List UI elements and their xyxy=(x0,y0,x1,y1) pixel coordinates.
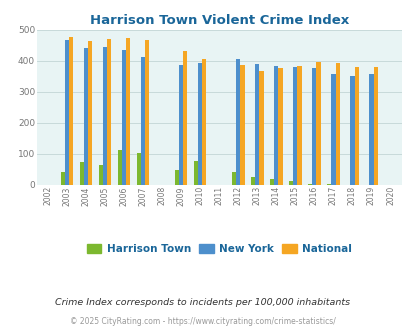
Bar xyxy=(330,74,335,185)
Bar xyxy=(141,57,145,185)
Bar xyxy=(145,40,149,185)
Title: Harrison Town Violent Crime Index: Harrison Town Violent Crime Index xyxy=(90,14,348,27)
Bar xyxy=(373,67,377,185)
Bar xyxy=(292,67,297,185)
Bar xyxy=(326,183,330,185)
Bar xyxy=(278,68,282,185)
Bar xyxy=(126,38,130,185)
Bar xyxy=(175,170,179,185)
Bar xyxy=(136,153,141,185)
Bar xyxy=(65,40,69,185)
Text: Crime Index corresponds to incidents per 100,000 inhabitants: Crime Index corresponds to incidents per… xyxy=(55,298,350,307)
Bar xyxy=(316,62,320,185)
Bar xyxy=(354,67,358,185)
Bar xyxy=(288,181,292,185)
Bar xyxy=(122,50,126,185)
Text: © 2025 CityRating.com - https://www.cityrating.com/crime-statistics/: © 2025 CityRating.com - https://www.city… xyxy=(70,317,335,326)
Bar xyxy=(231,172,236,185)
Bar xyxy=(194,161,198,185)
Bar xyxy=(69,37,73,185)
Legend: Harrison Town, New York, National: Harrison Town, New York, National xyxy=(82,240,355,258)
Bar xyxy=(250,177,255,185)
Bar xyxy=(335,63,339,185)
Bar xyxy=(183,51,187,185)
Bar xyxy=(255,64,259,185)
Bar xyxy=(202,59,206,185)
Bar xyxy=(350,76,354,185)
Bar xyxy=(84,48,88,185)
Bar xyxy=(369,74,373,185)
Bar xyxy=(273,66,278,185)
Bar xyxy=(311,68,316,185)
Bar xyxy=(179,65,183,185)
Bar xyxy=(259,71,263,185)
Bar xyxy=(107,39,111,185)
Bar xyxy=(307,183,311,185)
Bar xyxy=(88,41,92,185)
Bar xyxy=(269,179,273,185)
Bar xyxy=(198,63,202,185)
Bar xyxy=(240,65,244,185)
Bar xyxy=(98,165,103,185)
Bar xyxy=(79,162,84,185)
Bar xyxy=(61,172,65,185)
Bar xyxy=(117,150,121,185)
Bar xyxy=(236,59,240,185)
Bar xyxy=(103,47,107,185)
Bar xyxy=(297,66,301,185)
